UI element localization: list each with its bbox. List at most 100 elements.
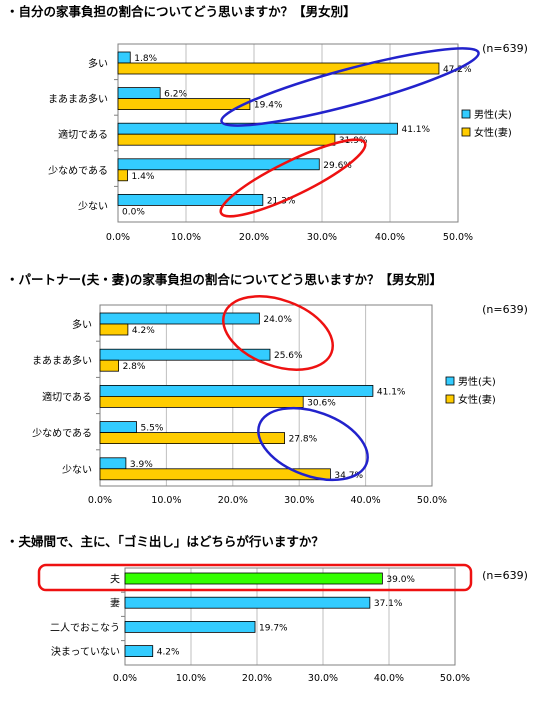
data-label: 3.9% — [130, 460, 153, 470]
chart-title: ・夫婦間で、主に、「ゴミ出し」はどちらが行いますか？ — [6, 534, 324, 549]
highlight-ellipse — [219, 138, 367, 218]
legend: 男性(夫) 女性(妻) — [461, 108, 512, 139]
sample-size-note: (n=639) — [482, 303, 528, 316]
data-label: 6.2% — [164, 90, 187, 100]
sample-size-note: (n=639) — [482, 569, 528, 582]
legend-label: 女性(妻) — [458, 393, 496, 406]
bar — [117, 158, 320, 171]
data-label: 1.8% — [134, 54, 157, 64]
bar — [117, 62, 440, 75]
x-tick-label: 40.0% — [375, 232, 405, 243]
x-tick-label: 0.0% — [113, 673, 137, 684]
data-label: 1.4% — [132, 172, 155, 182]
data-label: 24.0% — [263, 315, 292, 325]
highlight-frame — [37, 563, 473, 592]
data-label: 41.1% — [377, 387, 406, 397]
x-tick-label: 20.0% — [239, 232, 269, 243]
category-label: 妻 — [110, 597, 120, 610]
data-label: 4.2% — [132, 326, 155, 336]
data-label: 5.5% — [141, 424, 164, 434]
bar — [124, 596, 371, 609]
data-label: 19.7% — [259, 623, 288, 633]
x-tick-label: 0.0% — [88, 495, 112, 506]
x-tick-label: 40.0% — [351, 495, 381, 506]
bar — [117, 169, 128, 182]
data-label: 25.6% — [274, 351, 303, 361]
data-label: 19.4% — [254, 101, 283, 111]
bar — [99, 359, 119, 372]
bar — [99, 468, 331, 481]
bar — [117, 87, 161, 99]
category-label: 少ない — [62, 464, 92, 476]
highlight-ellipse — [220, 47, 480, 127]
category-label: 二人でおこなう — [50, 622, 120, 634]
category-label: 少ない — [78, 200, 108, 212]
x-tick-label: 10.0% — [176, 673, 206, 684]
category-label: 多い — [88, 57, 108, 70]
bar — [99, 421, 137, 434]
legend: 男性(夫) 女性(妻) — [445, 375, 496, 406]
data-label: 27.8% — [289, 435, 318, 445]
x-tick-label: 10.0% — [151, 495, 181, 506]
bar — [124, 621, 256, 633]
legend-swatch — [445, 394, 455, 404]
bar — [99, 457, 127, 470]
x-tick-label: 30.0% — [284, 495, 314, 506]
x-tick-label: 50.0% — [417, 495, 447, 506]
x-tick-label: 30.0% — [307, 232, 337, 243]
chart-1: ・自分の家事負担の割合についてどう思いますか？【男女別】 (n=639) 0.0% 1… — [6, 4, 528, 243]
highlight-ellipse — [257, 406, 369, 482]
legend-label: 男性(夫) — [474, 108, 512, 121]
x-tick-label: 20.0% — [218, 495, 248, 506]
x-tick-label: 20.0% — [242, 673, 272, 684]
category-label: 適切である — [58, 128, 108, 141]
data-label: 34.7% — [334, 471, 363, 481]
chart-title: ・自分の家事負担の割合についてどう思いますか？【男女別】 — [6, 4, 356, 19]
bar — [99, 384, 374, 397]
chart-3: ・夫婦間で、主に、「ゴミ出し」はどちらが行いますか？ (n=639) 0.0% 10.… — [6, 534, 528, 684]
data-label: 39.0% — [386, 575, 415, 585]
x-tick-label: 10.0% — [171, 232, 201, 243]
legend-swatch — [461, 127, 471, 137]
legend-swatch — [461, 109, 471, 119]
category-label: 夫 — [110, 574, 120, 586]
bar — [99, 395, 304, 408]
legend-label: 女性(妻) — [474, 126, 512, 139]
x-tick-label: 40.0% — [374, 673, 404, 684]
legend-swatch — [445, 376, 455, 386]
data-label: 2.8% — [123, 362, 146, 372]
bar — [99, 323, 129, 336]
bar — [99, 432, 285, 445]
data-label: 31.9% — [339, 136, 368, 146]
x-tick-label: 50.0% — [440, 673, 470, 684]
data-label: 4.2% — [157, 648, 180, 658]
bar — [99, 348, 271, 361]
bar — [117, 193, 264, 206]
data-label: 37.1% — [374, 599, 403, 609]
bar — [99, 312, 260, 325]
data-label: 29.6% — [323, 161, 352, 171]
sample-size-note: (n=639) — [482, 42, 528, 55]
bar — [124, 572, 383, 585]
category-label: 多い — [72, 318, 92, 331]
bar — [117, 51, 131, 64]
category-label: まあまあ多い — [48, 93, 108, 106]
data-label: 41.1% — [401, 125, 430, 135]
category-label: まあまあ多い — [32, 354, 92, 367]
data-label: 0.0% — [122, 207, 145, 217]
x-tick-label: 50.0% — [443, 232, 473, 243]
legend-label: 男性(夫) — [458, 375, 496, 388]
category-label: 決まっていない — [51, 646, 120, 658]
x-tick-label: 0.0% — [106, 232, 130, 243]
highlight-ellipse — [222, 295, 334, 371]
x-tick-label: 30.0% — [308, 673, 338, 684]
category-label: 適切である — [42, 390, 92, 403]
bar — [124, 645, 154, 657]
chart-2: ・パートナー(夫・妻)の家事負担の割合についてどう思いますか？【男女別】 (n=6… — [6, 272, 528, 506]
data-label: 30.6% — [307, 398, 336, 408]
bar — [117, 133, 336, 146]
category-label: 少なめである — [48, 165, 108, 177]
category-label: 少なめである — [32, 428, 92, 440]
